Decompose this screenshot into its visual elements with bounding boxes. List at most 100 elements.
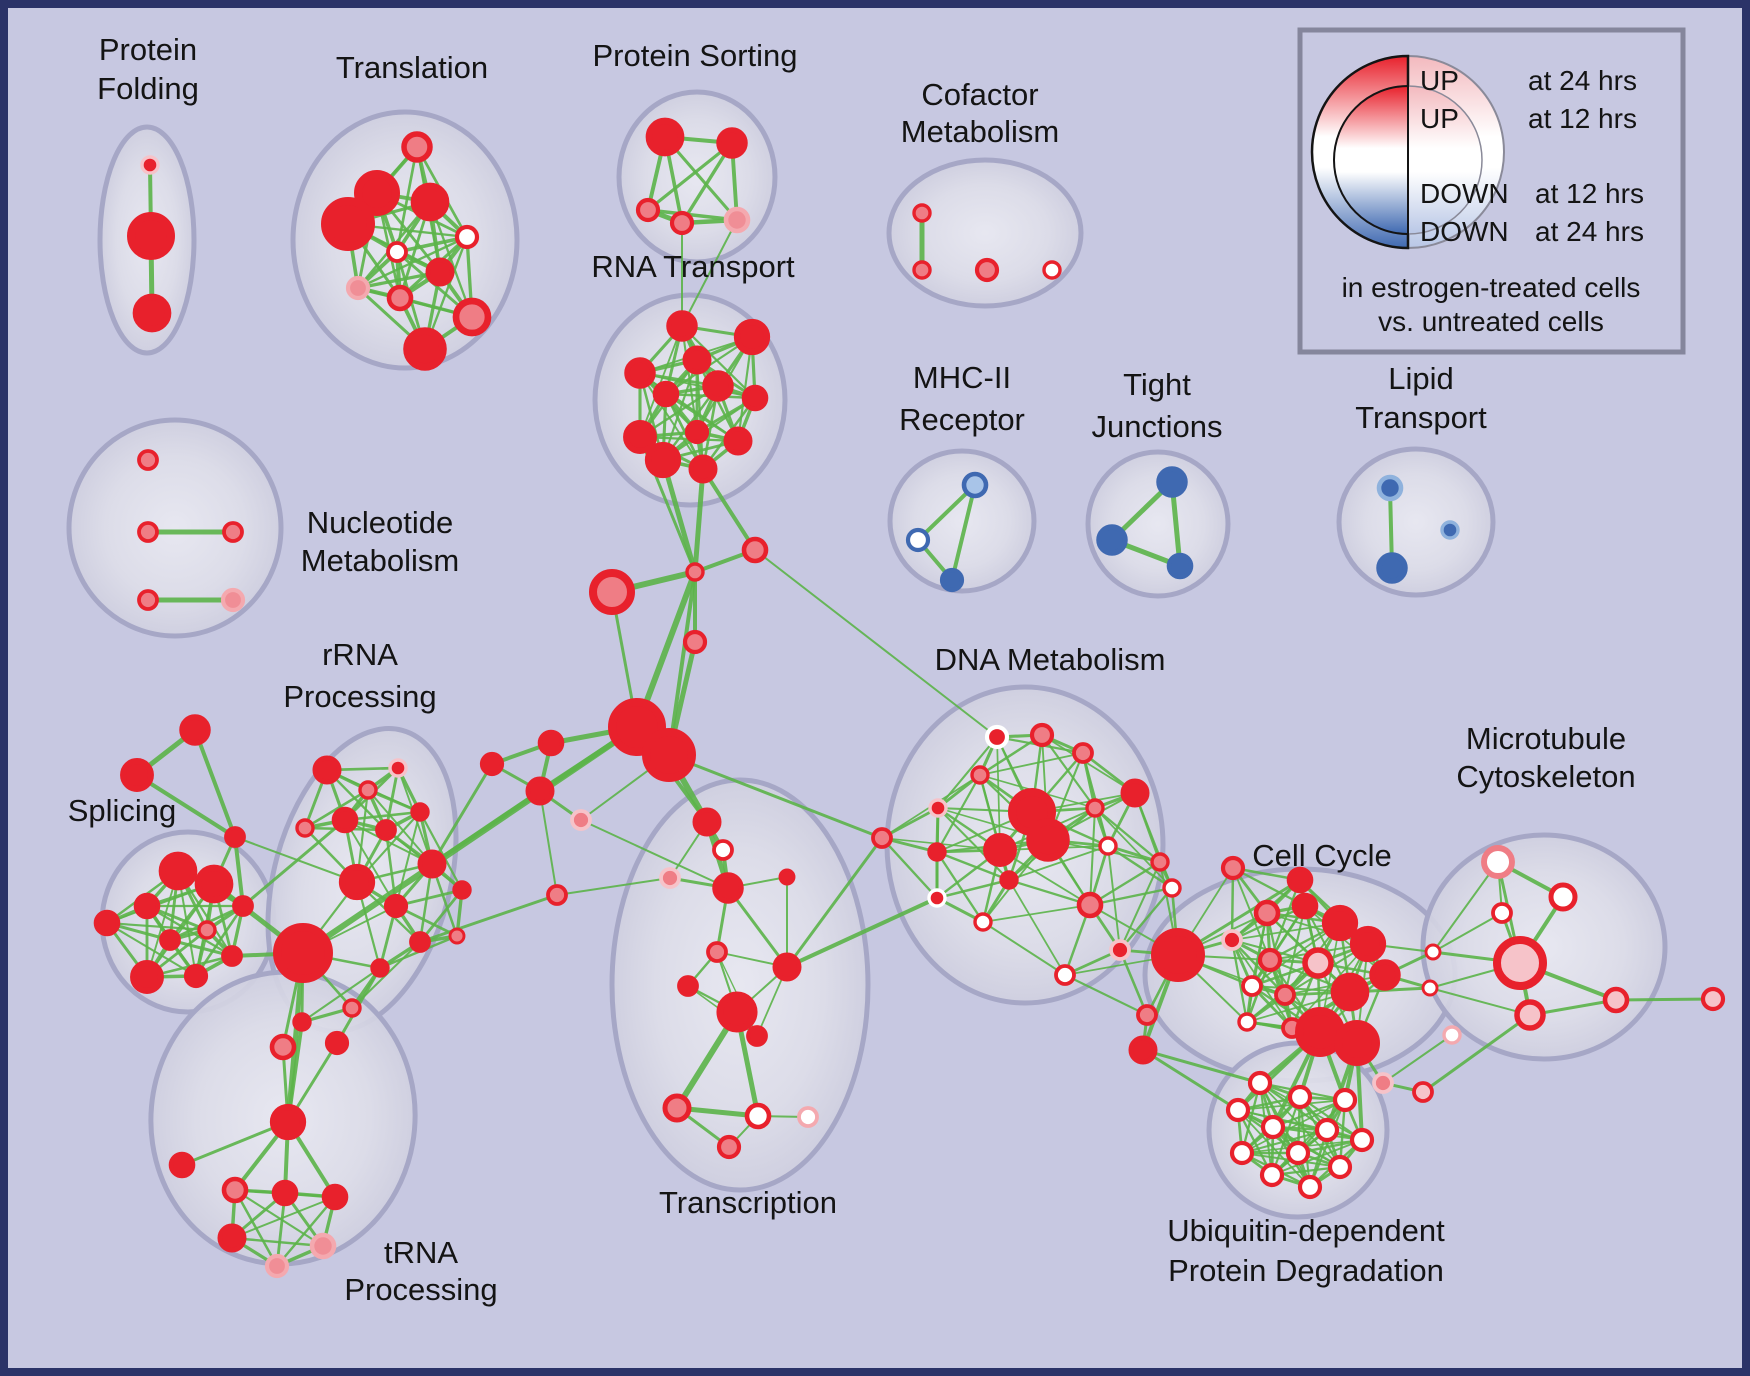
node-tr1[interactable] (401, 131, 433, 163)
node-cc15[interactable] (1221, 929, 1243, 951)
node-bb[interactable] (546, 884, 568, 906)
node-rt1[interactable] (666, 310, 698, 342)
node-cc3[interactable] (1321, 904, 1359, 942)
node-jr[interactable] (682, 629, 708, 655)
node-d18[interactable] (999, 870, 1019, 890)
node-b5[interactable] (479, 751, 505, 777)
node-c15[interactable] (716, 1134, 742, 1160)
node-u7[interactable] (1349, 1127, 1375, 1153)
node-tr10[interactable] (452, 297, 492, 337)
node-ps2[interactable] (716, 127, 748, 159)
node-cc4[interactable] (1349, 925, 1387, 963)
node-BH[interactable] (1151, 928, 1205, 982)
node-mt2[interactable] (1548, 882, 1578, 912)
node-u11[interactable] (1259, 1162, 1285, 1188)
node-rt2[interactable] (733, 318, 771, 356)
node-lt3[interactable] (1440, 520, 1460, 540)
node-d17[interactable] (1076, 891, 1104, 919)
node-rt12[interactable] (688, 454, 718, 484)
node-r9[interactable] (273, 923, 333, 983)
node-t8[interactable] (217, 1223, 247, 1253)
node-rt8[interactable] (623, 420, 657, 454)
node-bl[interactable] (1128, 1035, 1158, 1065)
node-b2[interactable] (525, 776, 555, 806)
node-cf2[interactable] (912, 260, 932, 280)
node-c1[interactable] (692, 807, 722, 837)
node-mt1[interactable] (1481, 845, 1515, 879)
node-d11[interactable] (871, 827, 893, 849)
node-c2[interactable] (712, 839, 734, 861)
node-cc10[interactable] (1369, 959, 1401, 991)
node-s8[interactable] (183, 963, 209, 989)
node-tr2[interactable] (354, 170, 400, 216)
node-t2[interactable] (324, 1030, 350, 1056)
node-nm4[interactable] (137, 589, 159, 611)
node-d9[interactable] (1026, 818, 1070, 862)
node-c5[interactable] (778, 868, 796, 886)
node-u4[interactable] (1225, 1097, 1251, 1123)
node-s6[interactable] (197, 920, 217, 940)
node-cf4[interactable] (1042, 260, 1062, 280)
node-ps5[interactable] (723, 206, 751, 234)
node-c13[interactable] (744, 1102, 772, 1130)
node-d14[interactable] (1150, 852, 1170, 872)
node-tr6[interactable] (386, 241, 408, 263)
node-c4[interactable] (712, 872, 744, 904)
node-u9[interactable] (1285, 1140, 1311, 1166)
node-d21[interactable] (1136, 1004, 1158, 1026)
node-s1[interactable] (158, 851, 198, 891)
node-u8[interactable] (1229, 1140, 1255, 1166)
node-mb1[interactable] (1424, 943, 1442, 961)
node-r6[interactable] (375, 819, 397, 841)
node-s9[interactable] (221, 945, 243, 967)
node-rt9[interactable] (684, 419, 710, 445)
node-mt3[interactable] (1491, 902, 1513, 924)
node-tj3[interactable] (1166, 552, 1194, 580)
node-s4[interactable] (93, 909, 121, 937)
node-mh1[interactable] (961, 471, 989, 499)
node-u3[interactable] (1332, 1087, 1358, 1113)
node-d2[interactable] (1029, 722, 1055, 748)
node-cc5[interactable] (1257, 947, 1283, 973)
node-s3[interactable] (133, 892, 161, 920)
node-u10[interactable] (1327, 1154, 1353, 1180)
node-rt3[interactable] (682, 345, 712, 375)
node-s5[interactable] (159, 929, 181, 951)
node-pf1[interactable] (140, 155, 160, 175)
node-cc2[interactable] (1291, 892, 1319, 920)
node-j1[interactable] (685, 562, 705, 582)
node-rt11[interactable] (644, 441, 682, 479)
node-tr11[interactable] (403, 327, 447, 371)
node-mt7[interactable] (1700, 986, 1726, 1012)
node-H2[interactable] (642, 728, 696, 782)
node-d10[interactable] (983, 833, 1017, 867)
node-cc7[interactable] (1241, 975, 1263, 997)
node-rt10[interactable] (723, 426, 753, 456)
node-u12[interactable] (1297, 1174, 1323, 1200)
node-t9[interactable] (309, 1232, 337, 1260)
node-mh3[interactable] (939, 567, 965, 593)
node-tri3[interactable] (224, 826, 246, 848)
node-d13[interactable] (1098, 836, 1118, 856)
node-pg1[interactable] (1372, 1072, 1394, 1094)
node-b3[interactable] (570, 809, 592, 831)
node-u1[interactable] (1247, 1070, 1273, 1096)
node-d7[interactable] (1120, 778, 1150, 808)
node-s2[interactable] (194, 864, 234, 904)
node-pg2[interactable] (1412, 1081, 1434, 1103)
node-d15[interactable] (927, 888, 947, 908)
node-lt1[interactable] (1376, 474, 1404, 502)
node-mh2[interactable] (905, 527, 931, 553)
node-tj1[interactable] (1156, 466, 1188, 498)
node-tr5[interactable] (454, 224, 480, 250)
node-c14[interactable] (797, 1106, 819, 1128)
node-c6[interactable] (706, 941, 728, 963)
node-cc1[interactable] (1253, 899, 1281, 927)
node-r3[interactable] (388, 758, 408, 778)
node-c3[interactable] (659, 867, 681, 889)
node-cc0[interactable] (1220, 855, 1246, 881)
node-mb3[interactable] (1442, 1025, 1462, 1045)
node-b1[interactable] (537, 729, 565, 757)
node-cc9[interactable] (1330, 972, 1370, 1012)
node-tr8[interactable] (345, 275, 371, 301)
